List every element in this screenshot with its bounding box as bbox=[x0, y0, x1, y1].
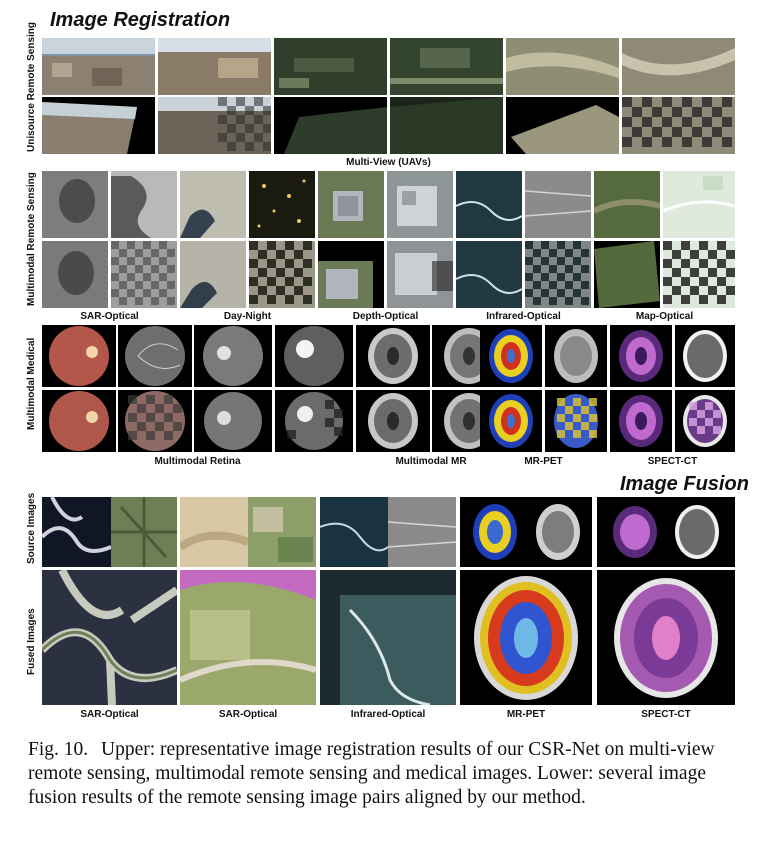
map-optical-checkerboard bbox=[663, 241, 735, 308]
retina-checkerboard bbox=[275, 390, 353, 452]
optical-source-image bbox=[248, 497, 316, 567]
retina-color-image bbox=[42, 325, 116, 387]
sar-optical-caption: SAR-Optical bbox=[80, 311, 139, 322]
mr-pet-checkerboard bbox=[545, 390, 607, 452]
infrared-image bbox=[456, 171, 522, 238]
multi-view-caption: Multi-View (UAVs) bbox=[346, 157, 431, 168]
sar-optical-checkerboard bbox=[111, 241, 177, 308]
uav-registered-image bbox=[42, 97, 155, 154]
uav-image bbox=[274, 38, 387, 95]
multimodal-mr-caption: Multimodal MR bbox=[395, 456, 467, 467]
sar-optical-fused-image bbox=[180, 570, 316, 705]
day-registered-image bbox=[180, 241, 246, 308]
map-image bbox=[663, 171, 735, 238]
depth-optical-caption: Depth-Optical bbox=[352, 311, 419, 322]
sar-source-image bbox=[180, 497, 248, 567]
uav-checkerboard-image bbox=[158, 97, 271, 154]
uav-checkerboard-image bbox=[622, 97, 735, 154]
mr-pet-caption: MR-PET bbox=[524, 456, 563, 467]
fusion-sar-optical-caption-2: SAR-Optical bbox=[218, 709, 278, 720]
fusion-title: Image Fusion bbox=[620, 473, 749, 495]
spect-ct-checkerboard bbox=[675, 390, 735, 452]
day-night-checkerboard bbox=[249, 241, 315, 308]
pet-image bbox=[480, 325, 542, 387]
night-image bbox=[249, 171, 315, 238]
fusion-spect-ct-caption: SPECT-CT bbox=[641, 709, 691, 720]
day-image bbox=[180, 171, 246, 238]
infrared-optical-caption: Infrared-Optical bbox=[486, 311, 561, 322]
depth-registered-image bbox=[318, 241, 384, 308]
multimodal-retina-caption: Multimodal Retina bbox=[154, 456, 241, 467]
pet-registered-image bbox=[480, 390, 542, 452]
figure-number: Fig. 10. bbox=[28, 739, 89, 760]
optical-image bbox=[111, 171, 177, 238]
uav-registered-image bbox=[274, 97, 387, 154]
unisource-remote-sensing-label: Unisource Remote Sensing bbox=[26, 21, 37, 152]
retina-image bbox=[194, 325, 272, 387]
multimodal-remote-sensing-label: Multimodal Remote Sensing bbox=[26, 172, 37, 306]
mr-pet-fused-image bbox=[460, 570, 592, 705]
optical-image bbox=[525, 171, 591, 238]
spect-image bbox=[610, 325, 672, 387]
uav-checkerboard-image bbox=[390, 97, 503, 154]
uav-image bbox=[390, 38, 503, 95]
depth-image bbox=[318, 171, 384, 238]
spect-registered-image bbox=[610, 390, 672, 452]
retina-registered-image bbox=[42, 390, 116, 452]
ct-image bbox=[675, 325, 735, 387]
mr-pet-source-images bbox=[460, 497, 592, 567]
multimodal-medical-label: Multimodal Medical bbox=[26, 337, 37, 430]
figure-caption-text: Upper: representative image registration… bbox=[28, 739, 715, 808]
sar-source-image bbox=[42, 497, 111, 567]
uav-image bbox=[158, 38, 271, 95]
figure-caption: Fig. 10. Upper: representative image reg… bbox=[28, 738, 744, 810]
retina-checkerboard bbox=[118, 390, 192, 452]
retina-angiography-image bbox=[118, 325, 192, 387]
uav-image bbox=[506, 38, 619, 95]
map-optical-caption: Map-Optical bbox=[635, 311, 694, 322]
optical-source-image bbox=[388, 497, 456, 567]
spect-ct-source-images bbox=[597, 497, 735, 567]
spect-ct-caption: SPECT-CT bbox=[647, 456, 698, 467]
fusion-sar-optical-caption-1: SAR-Optical bbox=[80, 709, 139, 720]
fused-images-label: Fused Images bbox=[26, 608, 37, 675]
depth-optical-checkerboard bbox=[387, 241, 453, 308]
registration-title: Image Registration bbox=[50, 9, 231, 31]
infrared-optical-fused-image bbox=[320, 570, 456, 705]
mr-image bbox=[545, 325, 607, 387]
fusion-mr-pet-caption: MR-PET bbox=[506, 709, 546, 720]
sar-image bbox=[42, 171, 108, 238]
infrared-registered-image bbox=[456, 241, 522, 308]
optical-image bbox=[387, 171, 453, 238]
map-registered-image bbox=[594, 241, 660, 308]
uav-image bbox=[42, 38, 155, 95]
source-images-label: Source Images bbox=[26, 492, 37, 564]
spect-ct-fused-image bbox=[597, 570, 735, 705]
sar-optical-fused-image bbox=[42, 570, 177, 705]
fusion-infrared-optical-caption: Infrared-Optical bbox=[350, 709, 426, 720]
uav-registered-image bbox=[506, 97, 619, 154]
uav-image bbox=[622, 38, 735, 95]
retina-registered-image bbox=[194, 390, 272, 452]
map-source-image bbox=[594, 171, 660, 238]
infrared-optical-checkerboard bbox=[525, 241, 591, 308]
mr-registered-image bbox=[356, 390, 430, 452]
sar-registered-image bbox=[42, 241, 108, 308]
optical-source-image bbox=[111, 497, 177, 567]
mr-t1-image bbox=[356, 325, 430, 387]
infrared-source-image bbox=[320, 497, 388, 567]
retina-angiography-image bbox=[275, 325, 353, 387]
day-night-caption: Day-Night bbox=[223, 311, 272, 322]
